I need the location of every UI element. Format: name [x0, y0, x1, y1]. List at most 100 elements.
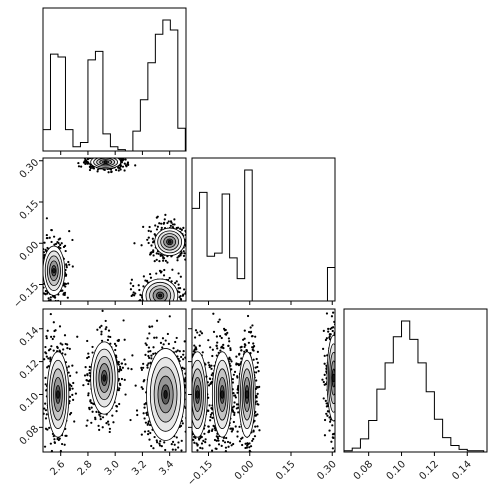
sample-point [163, 303, 165, 305]
sample-point [189, 402, 191, 404]
sample-point [94, 417, 96, 419]
sample-point [216, 347, 218, 349]
sample-point [189, 376, 191, 378]
sample-point [187, 366, 189, 368]
sample-point [180, 356, 182, 358]
sample-point [340, 323, 342, 325]
sample-point [143, 407, 145, 409]
sample-point [119, 366, 121, 368]
sample-point [173, 223, 175, 225]
sample-point [125, 158, 127, 160]
sample-point [250, 326, 252, 328]
sample-point [198, 437, 200, 439]
sample-point [77, 162, 79, 164]
sample-point [76, 371, 78, 373]
sample-point [150, 445, 152, 447]
sample-point [39, 268, 41, 270]
sample-point [90, 422, 92, 424]
sample-point [337, 344, 339, 346]
sample-point [46, 247, 48, 249]
sample-point [97, 168, 99, 170]
sample-point [143, 380, 145, 382]
sample-point [193, 251, 195, 253]
sample-point [235, 425, 237, 427]
sample-point [336, 364, 338, 366]
sample-point [100, 331, 102, 333]
sample-point [217, 440, 219, 442]
sample-point [43, 293, 45, 295]
sample-point [118, 389, 120, 391]
sample-point [326, 337, 328, 339]
sample-point [157, 465, 159, 467]
sample-point [147, 314, 149, 316]
sample-point [46, 413, 48, 415]
sample-point [172, 303, 174, 305]
sample-point [98, 429, 100, 431]
histogram-frame-2 [344, 309, 487, 452]
sample-point [168, 343, 170, 345]
sample-point [45, 290, 47, 292]
sample-point [338, 410, 340, 412]
sample-point [158, 260, 160, 262]
sample-point [212, 349, 214, 351]
sample-point [182, 294, 184, 296]
sample-point [67, 297, 69, 299]
sample-point [208, 444, 210, 446]
sample-point [186, 445, 188, 447]
sample-point [150, 244, 152, 246]
sample-point [94, 154, 96, 156]
sample-point [131, 295, 133, 297]
sample-point [338, 404, 340, 406]
sample-point [87, 155, 89, 157]
sample-point [186, 243, 188, 245]
sample-point [228, 340, 230, 342]
sample-point [219, 350, 221, 352]
sample-point [93, 155, 95, 157]
sample-point [248, 331, 250, 333]
sample-point [244, 447, 246, 449]
sample-point [147, 306, 149, 308]
sample-point [40, 389, 42, 391]
sample-point [100, 152, 102, 154]
sample-point [34, 353, 36, 355]
sample-point [255, 371, 257, 373]
sample-point [332, 436, 334, 438]
sample-point [174, 316, 176, 318]
sample-point [91, 411, 93, 413]
sample-point [169, 305, 171, 307]
sample-point [165, 313, 167, 315]
sample-point [150, 230, 152, 232]
sample-point [335, 413, 337, 415]
sample-point [152, 238, 154, 240]
sample-point [143, 417, 145, 419]
sample-point [179, 295, 181, 297]
density-contour [221, 391, 224, 399]
sample-point [127, 367, 129, 369]
sample-point [102, 416, 104, 418]
sample-point [331, 315, 333, 317]
sample-point [158, 443, 160, 445]
sample-point [60, 342, 62, 344]
sample-point [61, 242, 63, 244]
sample-point [45, 428, 47, 430]
histogram-step-0 [43, 20, 185, 151]
sample-point [157, 305, 159, 307]
x-tick-label: 0.08 [352, 459, 376, 483]
sample-point [109, 155, 111, 157]
sample-point [89, 154, 91, 156]
sample-point [164, 214, 166, 216]
sample-point [252, 438, 254, 440]
sample-point [188, 367, 190, 369]
sample-point [337, 337, 339, 339]
sample-point [177, 272, 179, 274]
sample-point [194, 238, 196, 240]
sample-point [342, 350, 344, 352]
sample-point [133, 294, 135, 296]
sample-point [38, 257, 40, 259]
sample-point [118, 363, 120, 365]
sample-point [201, 332, 203, 334]
sample-point [142, 363, 144, 365]
sample-point [188, 290, 190, 292]
sample-point [195, 348, 197, 350]
sample-point [198, 334, 200, 336]
